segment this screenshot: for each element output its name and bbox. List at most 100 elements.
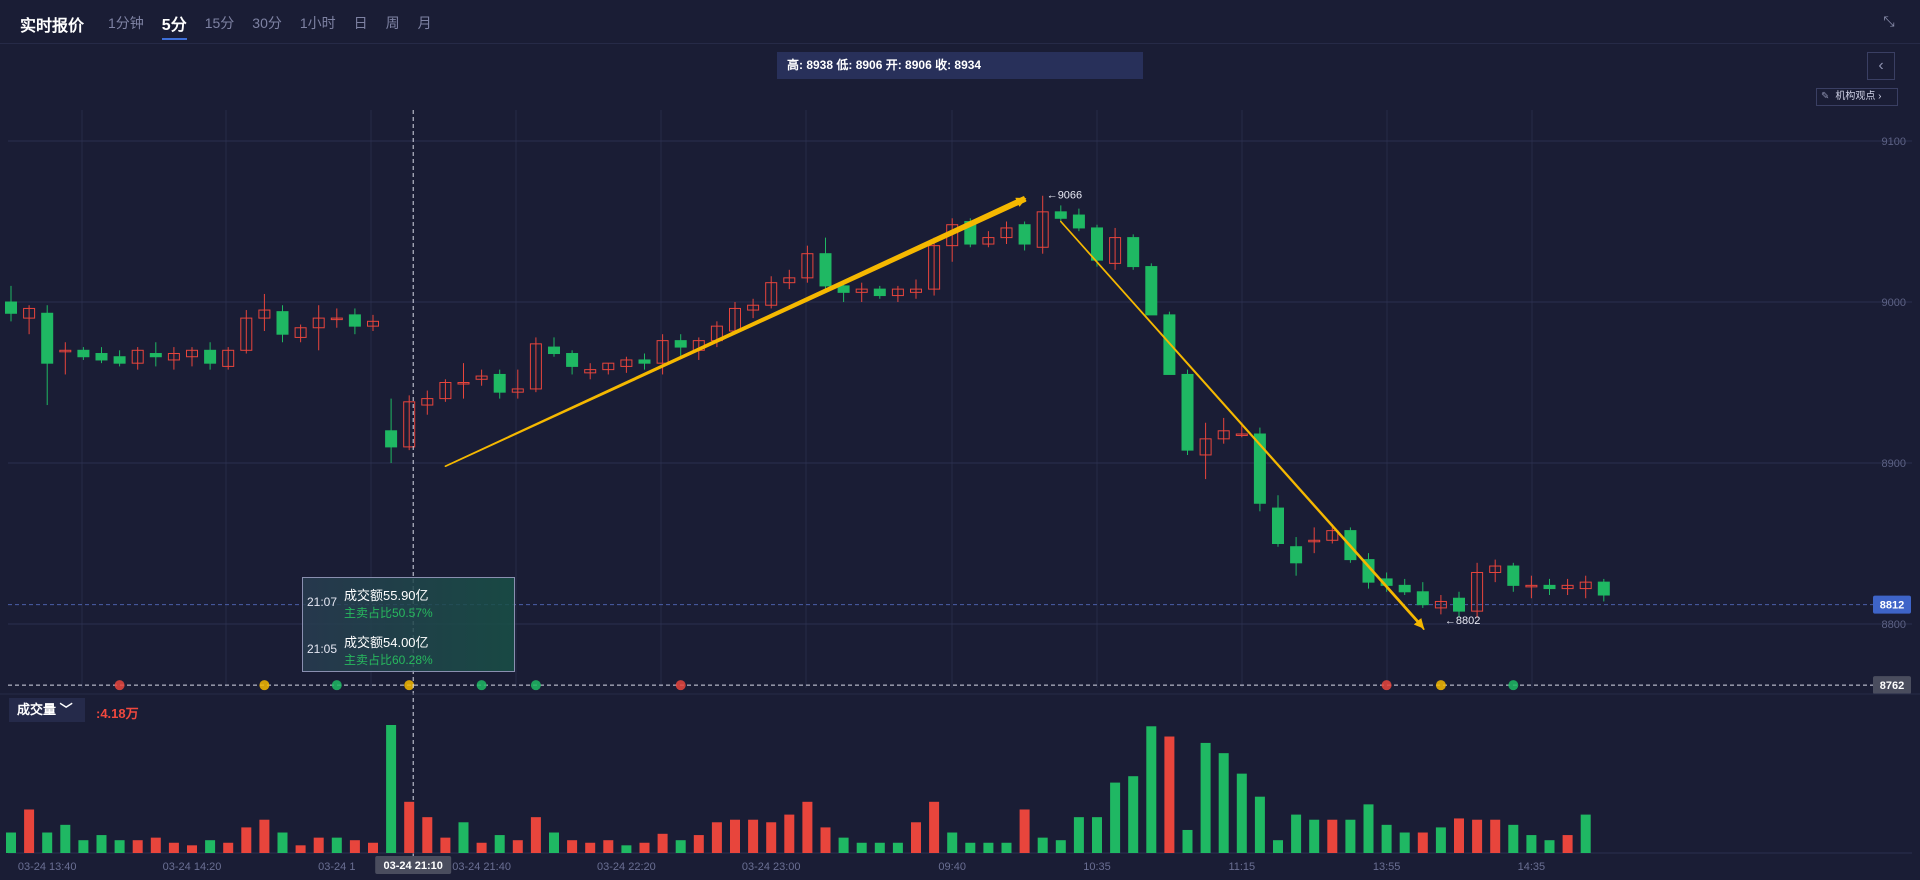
candle-body [1543, 584, 1556, 590]
candle-body [765, 282, 778, 306]
volume-bar [1490, 819, 1501, 853]
tab-period[interactable]: 15分 [204, 15, 235, 31]
tab-period[interactable]: 1分钟 [108, 15, 144, 31]
volume-selector-label: 成交量 [17, 702, 57, 717]
candle-body [1145, 266, 1158, 316]
tooltip-amount: 成交额54.00亿 [344, 635, 429, 650]
volume-indicator-select[interactable]: 成交量 ﹀ [9, 698, 85, 722]
volume-bar [223, 842, 234, 853]
volume-bar [331, 837, 342, 853]
candle-body [348, 314, 361, 327]
candle-body [783, 277, 796, 284]
chevron-left-icon: ‹ [1878, 57, 1884, 74]
volume-bar [1580, 814, 1591, 853]
volume-bar [1073, 817, 1084, 853]
volume-bar [784, 814, 795, 853]
tooltip-amount: 成交额55.90亿 [344, 588, 429, 603]
tab-period[interactable]: 日 [353, 15, 368, 31]
volume-bar [1092, 817, 1102, 853]
candle-body [77, 349, 90, 358]
candle-body [855, 288, 868, 293]
candle-body [1217, 430, 1230, 440]
candle-body [1308, 539, 1321, 543]
candle-body [439, 382, 452, 400]
volume-bar [1472, 819, 1483, 853]
tab-period[interactable]: 月 [417, 15, 432, 31]
volume-bar [1182, 829, 1193, 853]
volume-bar [205, 840, 216, 853]
volume-bar [1037, 837, 1048, 853]
candle-body [186, 349, 198, 358]
volume-bar [856, 842, 867, 853]
volume-bar [1218, 753, 1229, 853]
x-tick-label: 10:35 [1083, 861, 1111, 873]
opinion-icon: ✎ [1821, 91, 1830, 102]
tooltip-row: 21:05 成交额54.00亿 主卖占比60.28% [303, 625, 514, 671]
candle-body [240, 317, 253, 351]
event-marker [1508, 680, 1519, 691]
page-title: 实时报价 [20, 18, 85, 35]
volume-bar [1399, 832, 1410, 853]
volume-bar [187, 845, 197, 853]
high-price-label: ←9066 [1047, 190, 1082, 202]
volume-bar [1254, 796, 1265, 853]
shrink-arrows-icon[interactable]: ⤡ [1883, 13, 1895, 29]
volume-bar [1200, 742, 1211, 853]
event-marker [530, 680, 541, 691]
volume-bar [78, 840, 89, 853]
candle-body [1272, 507, 1284, 544]
tab-period[interactable]: 1小时 [299, 15, 336, 31]
candle-body [837, 285, 850, 293]
volume-bar [42, 832, 53, 853]
candle-body [330, 317, 343, 321]
volume-bar [1273, 840, 1283, 853]
volume-bar [838, 837, 849, 853]
volume-bar [295, 845, 306, 853]
tab-period[interactable]: 30分 [252, 15, 282, 31]
event-marker [259, 680, 270, 691]
candle-body [1471, 571, 1484, 612]
institution-opinion-button[interactable]: ✎ 机构观点 › [1816, 88, 1898, 106]
x-tick-label: 03-24 21:40 [452, 861, 511, 873]
volume-bar [820, 827, 831, 853]
crosshair-time-badge [375, 856, 452, 874]
volume-bar [1001, 842, 1012, 853]
volume-bar [60, 824, 71, 853]
volume-bar [1363, 804, 1374, 853]
candle-body [801, 253, 814, 279]
volume-bar [404, 801, 415, 853]
volume-bar [675, 840, 686, 853]
candle-body [312, 317, 325, 329]
volume-bar [1128, 776, 1139, 853]
candle-body [1018, 224, 1031, 245]
volume-bar [422, 817, 433, 853]
candle-body [403, 401, 416, 448]
tab-period[interactable]: 5分 [161, 11, 187, 40]
candle-body [1199, 438, 1212, 456]
low-price-label: ←8802 [1445, 615, 1480, 627]
candle-body [620, 359, 633, 367]
volume-bar [1164, 736, 1175, 853]
volume-bar [874, 842, 885, 853]
tab-period[interactable]: 周 [385, 15, 400, 31]
volume-bar [1291, 814, 1302, 853]
crosshair-price-badge [1873, 676, 1911, 695]
volume-bar [983, 842, 994, 853]
collapse-panel-button[interactable]: ‹ [1867, 52, 1895, 80]
candle-body [638, 359, 651, 364]
crosshair-price-label: 8762 [1880, 680, 1904, 692]
volume-bar [458, 822, 469, 853]
candle-body [204, 349, 217, 364]
volume-bar [1454, 818, 1464, 853]
candle-body [1054, 211, 1067, 219]
candle-body [1507, 565, 1520, 586]
volume-bar [132, 840, 143, 853]
trend-arrow-line [1060, 221, 1425, 629]
candle-body [1091, 227, 1103, 261]
volume-bar [349, 840, 360, 853]
volume-bar [114, 840, 125, 853]
tooltip-ratio: 主卖占比60.28% [344, 653, 433, 667]
volume-bar [476, 842, 487, 853]
tooltip-time: 21:05 [307, 642, 338, 656]
